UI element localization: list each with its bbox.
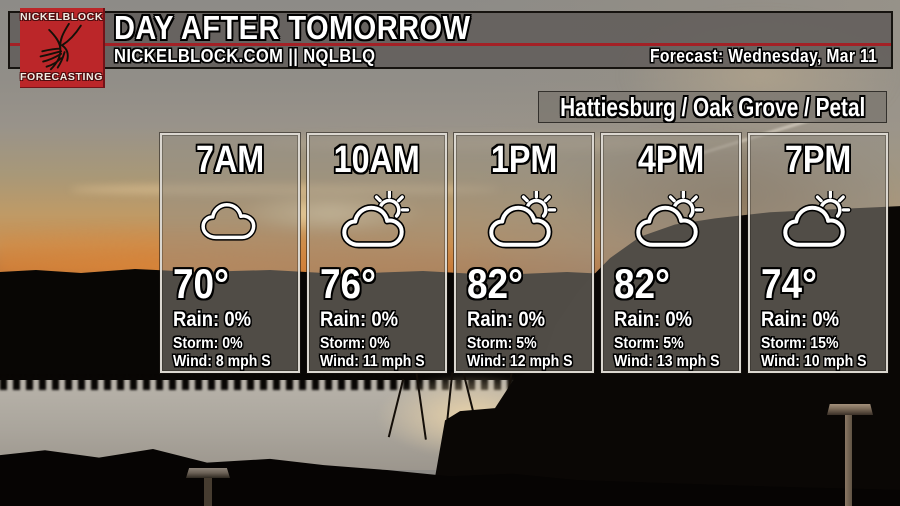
forecast-strip: 7AM 70° Rain: 0% Storm: 0% Wind: 8 mph S… — [160, 133, 888, 373]
rain-label: Rain: 0% — [173, 308, 252, 331]
wind-label: Wind: 12 mph S — [467, 353, 573, 370]
logo-name-bottom: FORECASTING — [19, 71, 104, 83]
bird-feeder-pole — [845, 415, 852, 506]
storm-label: Storm: 15% — [761, 335, 839, 352]
wind-label: Wind: 11 mph S — [320, 353, 425, 370]
forecast-panel: 4PM 82° Rain: 0% Storm: 5% Wind: 13 mph … — [601, 133, 741, 373]
wind-label: Wind: 8 mph S — [173, 353, 271, 370]
forecast-panel: 1PM 82° Rain: 0% Storm: 5% Wind: 12 mph … — [454, 133, 594, 373]
sun-behind-cloud-icon — [309, 181, 445, 262]
rain-label: Rain: 0% — [614, 308, 693, 331]
storm-label: Storm: 5% — [467, 335, 537, 352]
cloud-icon — [162, 181, 298, 262]
time-label: 7PM — [784, 139, 852, 181]
storm-label: Storm: 0% — [173, 335, 243, 352]
website-label: NICKELBLOCK.COM || NQLBLQ — [114, 46, 376, 66]
bird-feeder-platform — [827, 404, 873, 415]
location-bar: Hattiesburg / Oak Grove / Petal — [538, 91, 887, 123]
time-label: 7AM — [195, 139, 265, 181]
rain-label: Rain: 0% — [320, 308, 399, 331]
storm-label: Storm: 5% — [614, 335, 684, 352]
temperature: 82° — [614, 260, 670, 307]
time-label: 4PM — [637, 139, 705, 181]
title-row: DAY AFTER TOMORROW — [10, 9, 891, 46]
sun-behind-cloud-icon — [456, 181, 592, 262]
wind-label: Wind: 13 mph S — [614, 353, 720, 370]
forecast-date-label: Forecast: Wednesday, Mar 11 — [649, 46, 877, 66]
wind-label: Wind: 10 mph S — [761, 353, 867, 370]
bird-feeder-pole — [204, 478, 212, 506]
sun-behind-cloud-icon — [603, 181, 739, 262]
bird-feeder-platform — [186, 468, 230, 478]
subtitle-row: NICKELBLOCK.COM || NQLBLQ Forecast: Wedn… — [10, 46, 891, 67]
rain-label: Rain: 0% — [467, 308, 546, 331]
page-title: DAY AFTER TOMORROW — [114, 8, 471, 46]
red-divider — [10, 43, 891, 46]
location-label: Hattiesburg / Oak Grove / Petal — [559, 91, 866, 122]
temperature: 74° — [761, 260, 817, 307]
sun-behind-cloud-icon — [750, 181, 886, 262]
header-bar: DAY AFTER TOMORROW NICKELBLOCK.COM || NQ… — [8, 9, 893, 69]
station-logo: NICKELBLOCK FORECASTING — [20, 8, 105, 88]
logo-name-top: NICKELBLOCK — [20, 11, 104, 23]
time-label: 1PM — [490, 139, 558, 181]
storm-label: Storm: 0% — [320, 335, 390, 352]
temperature: 70° — [173, 260, 229, 307]
rain-label: Rain: 0% — [761, 308, 840, 331]
time-label: 10AM — [333, 139, 421, 181]
forecast-panel: 7PM 74° Rain: 0% Storm: 15% Wind: 10 mph… — [748, 133, 888, 373]
temperature: 82° — [467, 260, 523, 307]
forecast-panel: 10AM 76° Rain: 0% Storm: 0% Wind: 11 mph… — [307, 133, 447, 373]
forecast-panel: 7AM 70° Rain: 0% Storm: 0% Wind: 8 mph S — [160, 133, 300, 373]
temperature: 76° — [320, 260, 376, 307]
logo-scribble-icon — [39, 23, 82, 71]
